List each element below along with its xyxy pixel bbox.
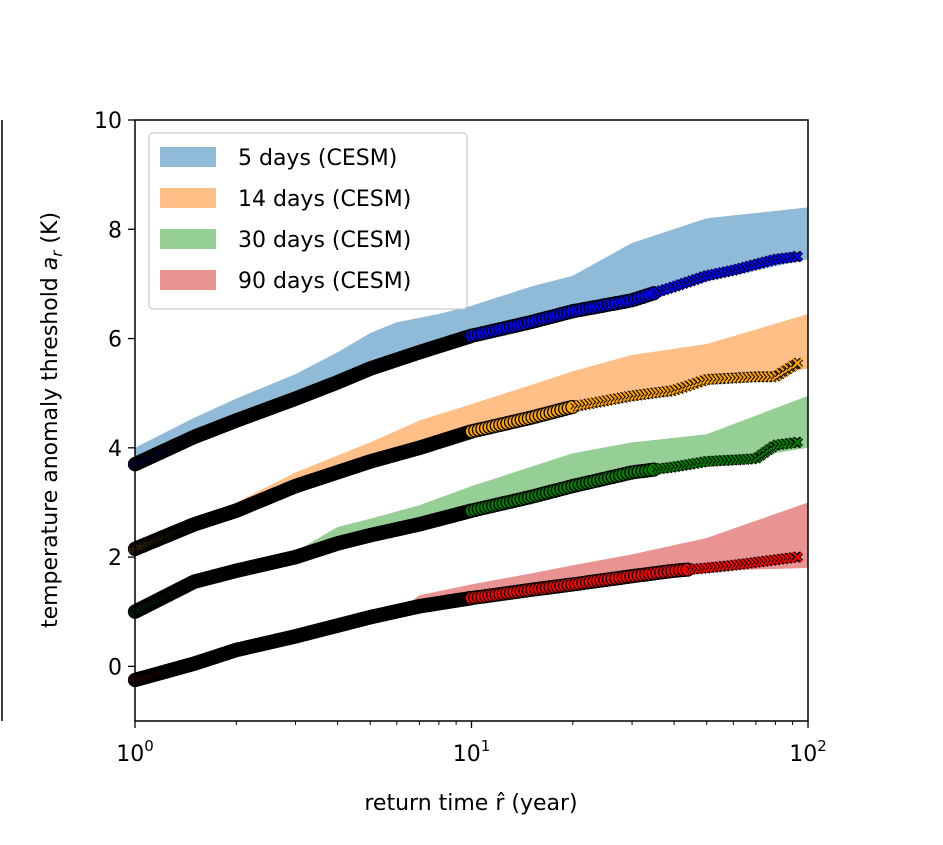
- x-tick-label: 101: [453, 737, 491, 767]
- estimate-30-days-cesm: [127, 436, 804, 619]
- x-tick-label: 100: [116, 737, 154, 767]
- legend-swatch: [160, 229, 216, 249]
- band-14-days-cesm: [135, 314, 808, 555]
- y-tick-label: 10: [94, 109, 122, 134]
- y-axis-label: temperature anomaly threshold ar (K): [38, 212, 66, 628]
- estimate-14-days-cesm: [127, 357, 804, 557]
- legend-label: 14 days (CESM): [238, 187, 411, 212]
- estimate-90-days-cesm: [127, 551, 804, 688]
- legend-swatch: [160, 147, 216, 167]
- x-axis: 100 101 102: [116, 721, 827, 767]
- y-tick-label: 8: [108, 218, 122, 243]
- estimate-markers: [127, 250, 804, 688]
- legend-box: [148, 132, 468, 310]
- legend-label: 30 days (CESM): [238, 228, 411, 253]
- estimate-marker: [792, 437, 803, 448]
- legend-label: 5 days (CESM): [238, 146, 397, 171]
- y-tick-label: 0: [108, 655, 122, 680]
- legend-swatch: [160, 188, 216, 208]
- y-tick-label: 2: [108, 546, 122, 571]
- legend-label: 90 days (CESM): [238, 269, 411, 294]
- y-tick-label: 6: [108, 328, 122, 353]
- estimate-5-days-cesm: [127, 250, 804, 472]
- estimate-marker: [792, 358, 803, 369]
- estimate-marker: [792, 251, 803, 262]
- legend: 5 days (CESM) 14 days (CESM) 30 days (CESM…: [148, 132, 468, 310]
- y-tick-label: 4: [108, 437, 122, 462]
- estimate-marker: [792, 552, 803, 563]
- y-axis: 0 2 4 6 8 10: [94, 109, 135, 680]
- x-tick-label: 102: [789, 737, 827, 767]
- x-axis-label: return time r̂ (year): [364, 791, 577, 816]
- legend-swatch: [160, 270, 216, 290]
